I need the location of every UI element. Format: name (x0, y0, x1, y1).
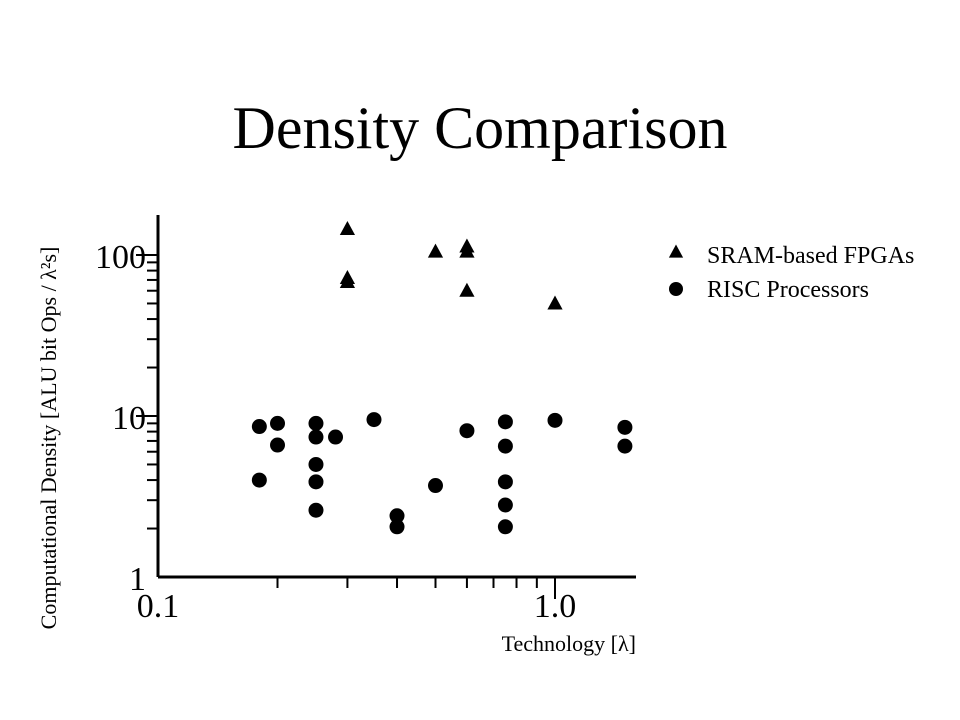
fpga-point (427, 243, 444, 258)
x-tick-label: 0.1 (137, 588, 180, 625)
legend-label: SRAM-based FPGAs (707, 243, 914, 269)
risc-point (251, 472, 267, 488)
legend-triangle-marker (668, 244, 684, 258)
fpga-point (459, 243, 475, 258)
legend-label: RISC Processors (707, 277, 869, 303)
fpga-point (339, 221, 356, 236)
risc-point (389, 519, 405, 535)
risc-point (497, 474, 513, 490)
x-axis-label: Technology [λ] (502, 631, 636, 656)
chart-points (251, 221, 633, 535)
y-axis-label: Computational Density [ALU bit Ops / λ²s… (36, 247, 61, 630)
risc-point (497, 438, 513, 454)
fpga-point (459, 282, 475, 297)
risc-point (251, 419, 267, 435)
risc-point (270, 437, 286, 453)
y-tick-label: 100 (95, 239, 146, 276)
risc-point (459, 423, 475, 439)
fpga-point (547, 295, 563, 310)
risc-point (497, 497, 513, 513)
risc-point (308, 502, 324, 518)
risc-point (328, 429, 344, 445)
chart-legend: SRAM-based FPGAs RISC Processors (668, 243, 914, 303)
legend-circle-marker (669, 282, 683, 296)
fpga-point (339, 273, 356, 288)
risc-point (497, 414, 513, 430)
risc-point (547, 412, 563, 428)
risc-point (497, 519, 513, 535)
x-tick-label: 1.0 (534, 588, 577, 625)
chart-ticks: 1 10 100 0.1 1.0 (95, 239, 576, 625)
risc-point (366, 412, 382, 428)
risc-point (308, 429, 324, 445)
risc-point (308, 415, 324, 431)
risc-point (617, 438, 633, 454)
y-tick-label: 10 (112, 400, 146, 437)
y-tick-label: 1 (129, 561, 146, 598)
risc-point (389, 508, 405, 524)
risc-point (270, 415, 286, 431)
risc-point (308, 474, 324, 490)
risc-point (617, 419, 633, 435)
slide-title: Density Comparison (232, 95, 728, 161)
risc-point (427, 478, 443, 494)
risc-point (308, 456, 324, 472)
